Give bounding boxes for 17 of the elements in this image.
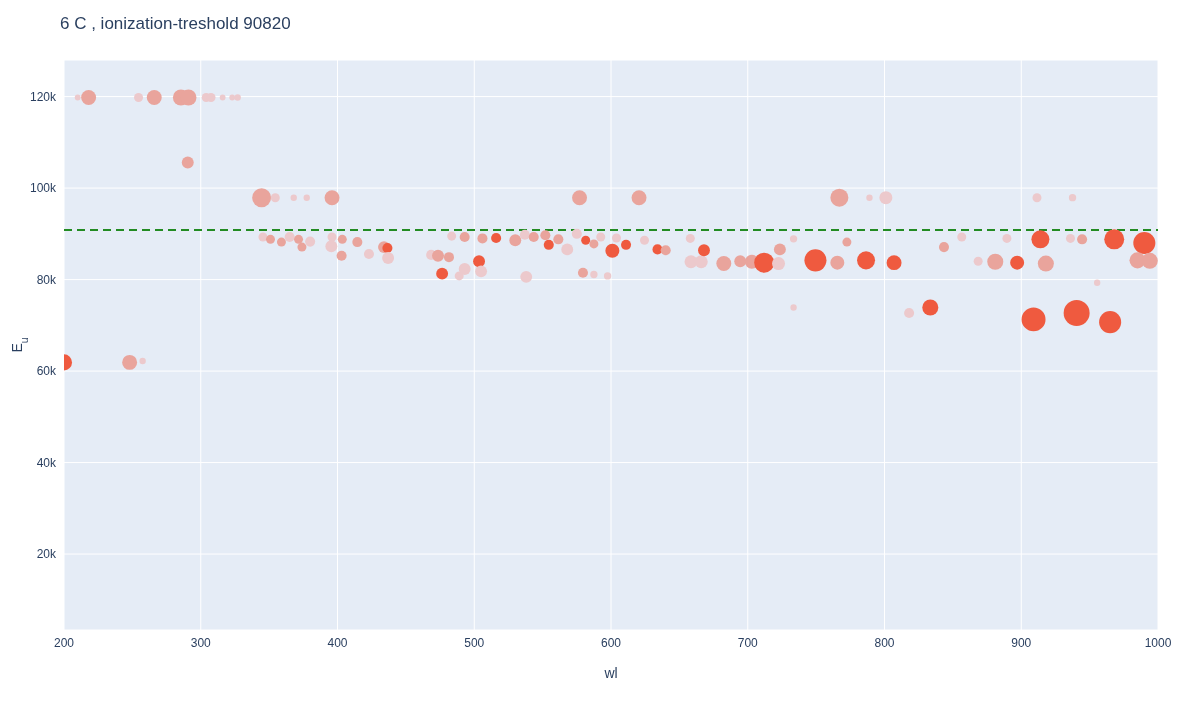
chart-title: 6 C , ionization-treshold 90820: [60, 14, 291, 34]
x-tick-label: 1000: [1144, 635, 1172, 650]
y-tick-label: 20k: [36, 547, 57, 562]
x-tick-label: 700: [737, 635, 759, 650]
x-axis-title: wl: [603, 665, 618, 681]
y-tick-label: 100k: [29, 181, 57, 196]
x-tick-label: 900: [1011, 635, 1032, 650]
x-tick-label: 300: [190, 635, 212, 650]
x-tick-label: 400: [327, 635, 348, 650]
y-tick-label: 40k: [36, 455, 57, 470]
y-tick-label: 120k: [29, 89, 57, 104]
x-tick-label: 200: [53, 635, 75, 650]
x-tick-label: 500: [464, 635, 485, 650]
x-tick-label: 800: [874, 635, 895, 650]
y-tick-label: 80k: [36, 272, 57, 287]
x-tick-label: 600: [600, 635, 622, 650]
y-tick-label: 60k: [36, 364, 57, 379]
